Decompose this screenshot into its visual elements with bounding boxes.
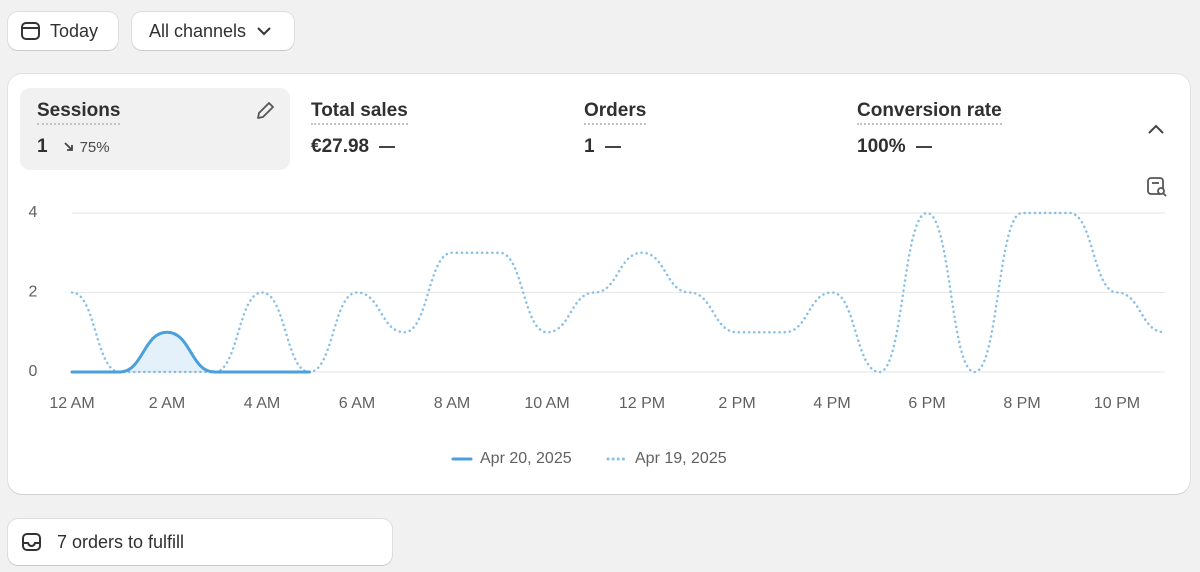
legend-label: Apr 20, 2025 (480, 450, 572, 467)
metric-number: 100% (857, 136, 906, 157)
x-tick-label: 2 AM (149, 395, 185, 412)
metric-value: 1 75% (37, 136, 110, 158)
y-tick-label: 4 (29, 204, 38, 221)
metric-tile[interactable]: Conversion rate 100% (840, 88, 1110, 170)
x-tick-label: 12 PM (619, 395, 665, 412)
date-label: Today (50, 20, 99, 41)
edit-icon[interactable] (254, 100, 276, 122)
metric-tile[interactable]: Sessions 1 75% (20, 88, 290, 170)
trend-down-icon (63, 142, 73, 151)
x-tick-label: 10 PM (1094, 395, 1140, 412)
metric-tile[interactable]: Total sales €27.98 (294, 88, 564, 170)
chart-search-icon[interactable] (1146, 176, 1168, 198)
y-tick-label: 0 (29, 363, 38, 380)
metric-value: 1 (584, 136, 621, 158)
metric-change: 75% (54, 139, 110, 156)
legend-label: Apr 19, 2025 (635, 450, 727, 467)
metric-tile[interactable]: Orders 1 (567, 88, 837, 170)
x-tick-label: 2 PM (718, 395, 755, 412)
task-card[interactable]: 7 orders to fulfill (8, 519, 392, 565)
date-button[interactable]: Today (8, 12, 118, 50)
x-tick-label: 4 PM (813, 395, 850, 412)
metric-label: Total sales (311, 100, 408, 125)
metric-label: Sessions (37, 100, 121, 125)
metric-number: 1 (37, 136, 48, 157)
metric-value: 100% (857, 136, 932, 158)
metric-label: Conversion rate (857, 100, 1002, 125)
x-tick-label: 12 AM (49, 395, 94, 412)
channel-label: All channels (149, 20, 247, 41)
no-change-dash (604, 146, 621, 148)
collapse-icon[interactable] (1147, 123, 1165, 135)
metric-value: €27.98 (311, 136, 396, 158)
calendar-icon (21, 22, 40, 40)
metric-label: Orders (584, 100, 647, 125)
x-tick-label: 8 AM (434, 395, 470, 412)
x-tick-label: 8 PM (1003, 395, 1040, 412)
y-tick-label: 2 (29, 284, 38, 301)
x-tick-label: 4 AM (244, 395, 280, 412)
no-change-dash (915, 146, 932, 148)
x-tick-label: 10 AM (524, 395, 569, 412)
chevron-down (257, 27, 271, 36)
task-label: 7 orders to fulfill (57, 531, 185, 552)
metric-number: 1 (584, 136, 595, 157)
inbox-icon (22, 533, 41, 551)
line (70, 330, 311, 374)
change-text: 75% (79, 138, 110, 156)
x-tick-label: 6 AM (339, 395, 375, 412)
no-change-dash (379, 146, 396, 148)
x-tick-label: 6 PM (908, 395, 945, 412)
line (70, 211, 1166, 374)
channel-button[interactable]: All channels (132, 12, 294, 50)
metric-number: €27.98 (311, 136, 370, 157)
